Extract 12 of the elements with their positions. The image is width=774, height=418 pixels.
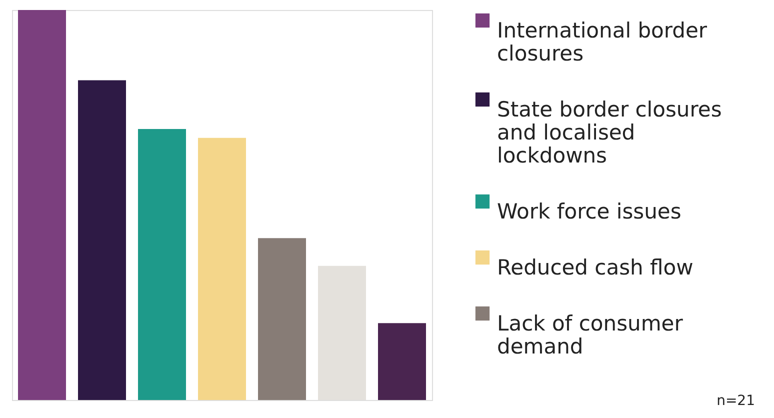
legend-label: Reduced cash flow [497, 256, 694, 280]
legend-label: Work force issues [497, 200, 682, 224]
legend-label: State border closures and localised lockdowns [497, 98, 722, 168]
bar [378, 323, 426, 400]
legend-label: International border closures [497, 18, 708, 66]
bar [138, 128, 186, 400]
legend-label: Lack of consumer demand [497, 312, 684, 358]
text: n=21 [716, 393, 755, 409]
bar [78, 80, 126, 400]
bar [198, 138, 246, 400]
bar [258, 238, 306, 400]
bar [18, 10, 66, 400]
